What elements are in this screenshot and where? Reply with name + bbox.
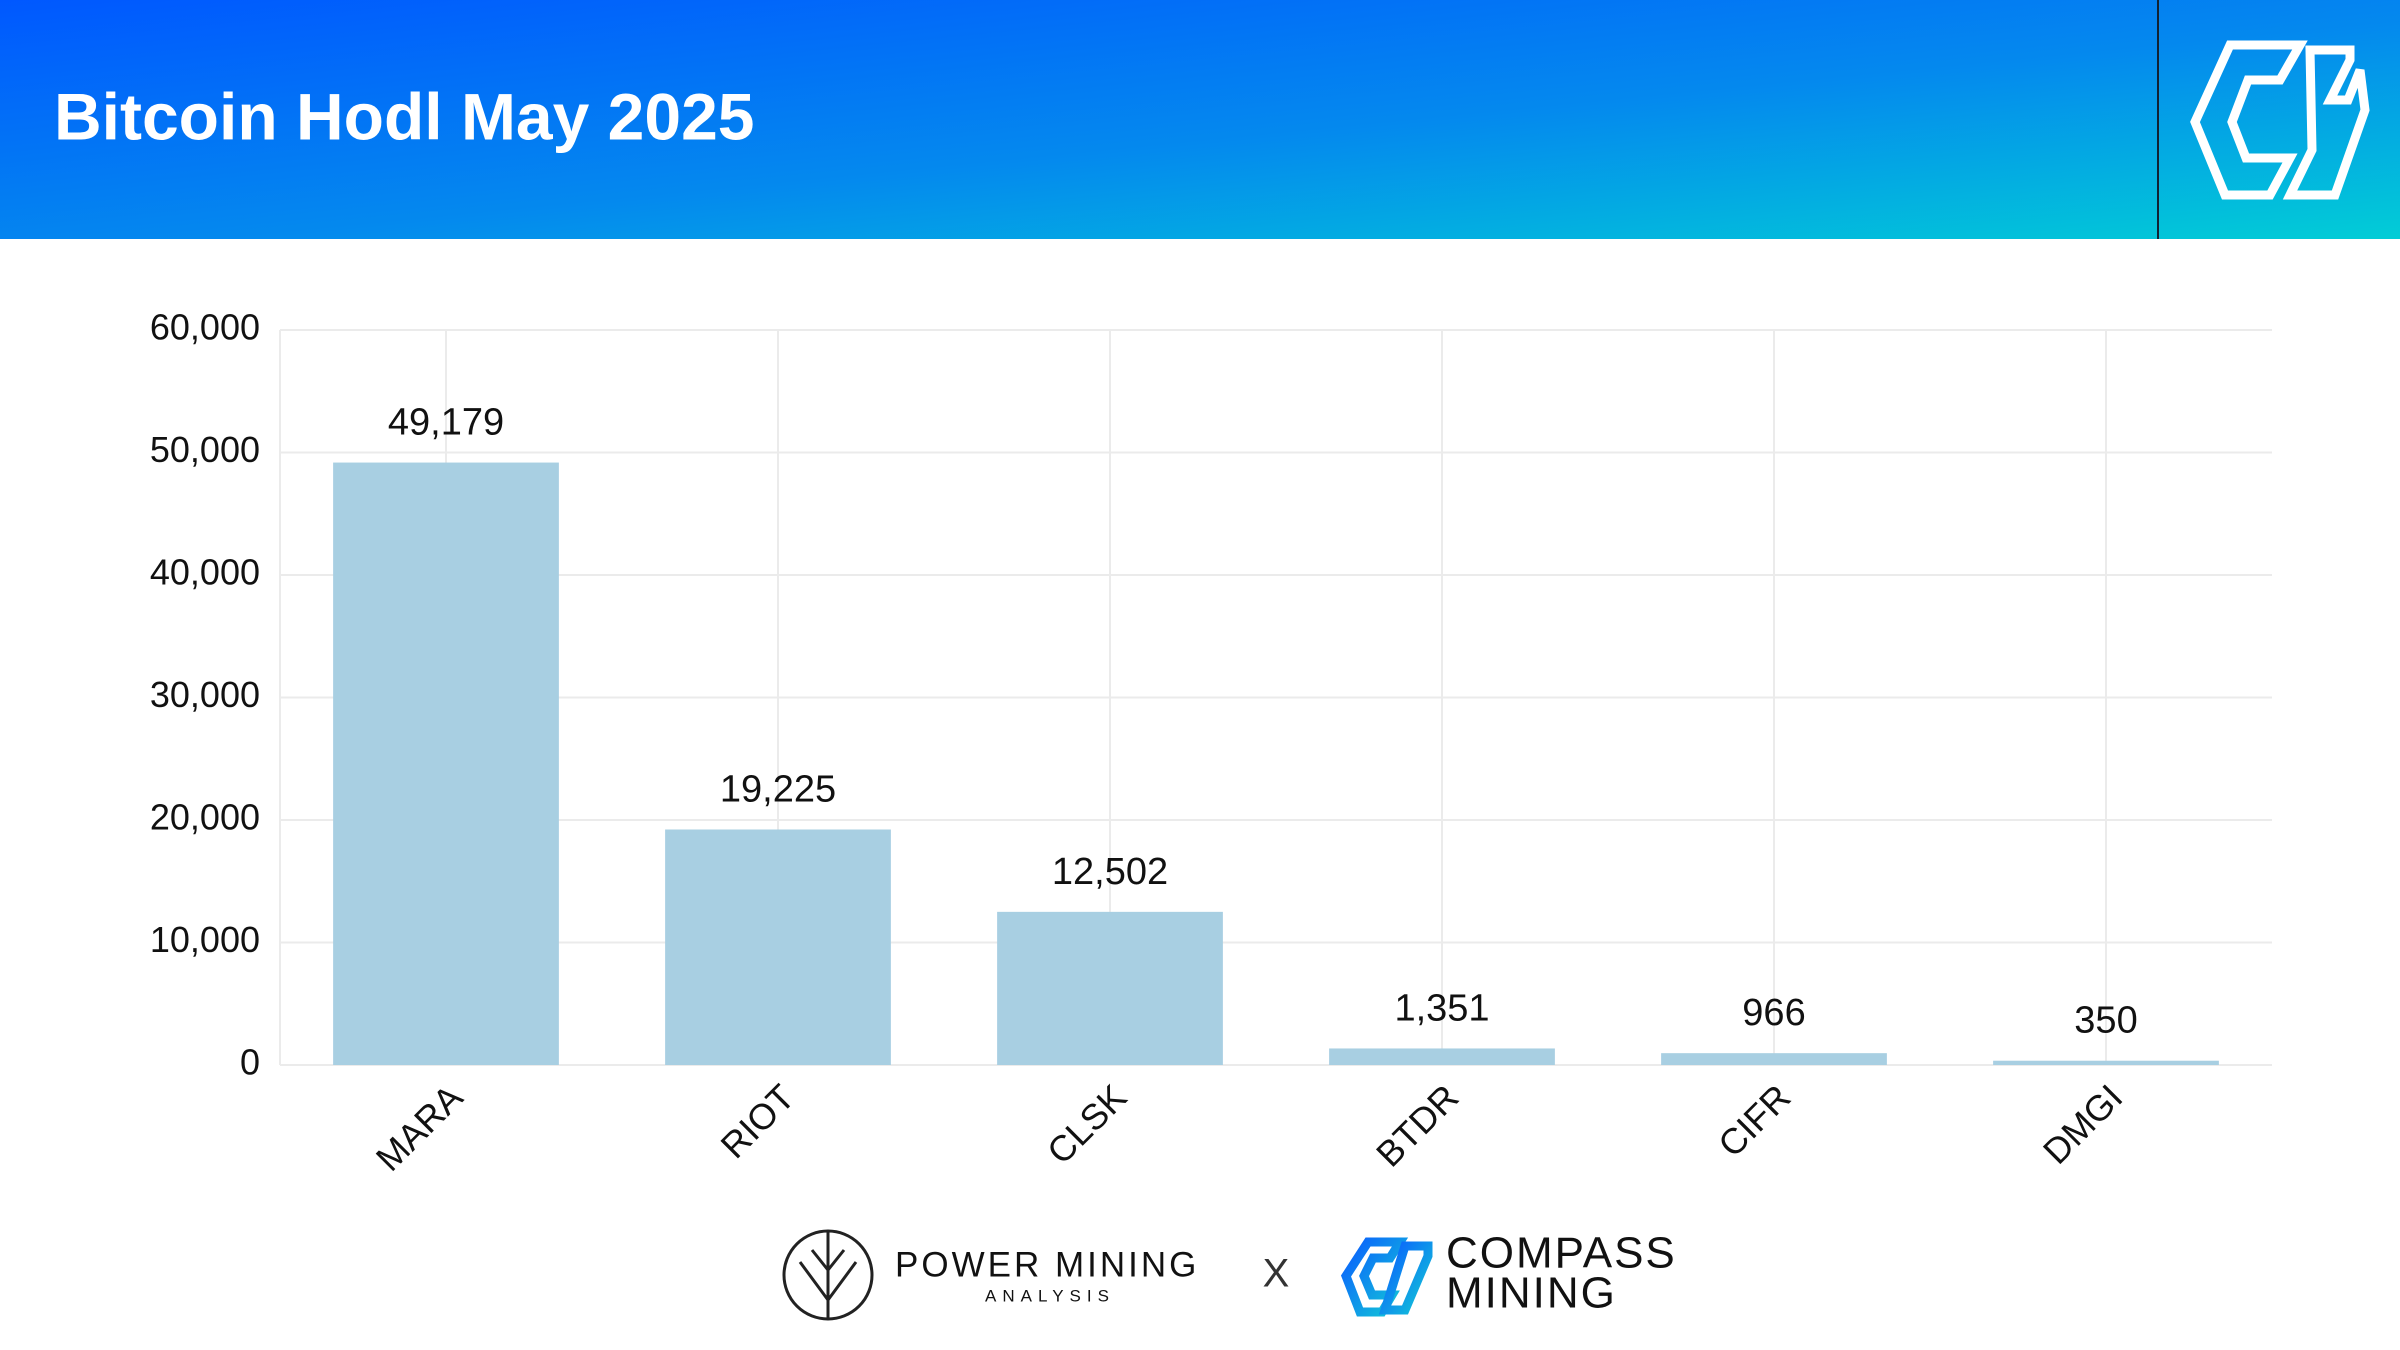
bar [333, 462, 559, 1065]
bar [1329, 1048, 1555, 1065]
brand-sub: ANALYSIS [985, 1286, 1115, 1305]
y-tick-label: 60,000 [150, 307, 260, 348]
data-label: 966 [1742, 992, 1805, 1034]
x-tick-label: MARA [368, 1076, 471, 1179]
y-tick-label: 40,000 [150, 552, 260, 593]
bar [1993, 1060, 2219, 1065]
x-tick-label: CLSK [1039, 1076, 1134, 1171]
brand-name: POWER MINING [895, 1245, 1199, 1284]
y-tick-label: 50,000 [150, 429, 260, 470]
compass-logo [1340, 1237, 1433, 1317]
brand2-line1: COMPASS [1446, 1229, 1677, 1278]
bar [1661, 1053, 1887, 1065]
x-tick-label: BTDR [1368, 1076, 1466, 1174]
data-label: 350 [2074, 1000, 2137, 1042]
header-logo [2190, 40, 2370, 200]
brand2-line2: MINING [1446, 1269, 1617, 1318]
x-tick-label: CIFR [1710, 1076, 1798, 1164]
separator: X [1263, 1252, 1290, 1296]
bar [997, 911, 1223, 1065]
lion-logo [782, 1229, 874, 1321]
header-bar [0, 0, 2400, 239]
y-tick-label: 20,000 [150, 797, 260, 838]
data-label: 49,179 [388, 402, 504, 444]
x-tick-label: RIOT [713, 1076, 803, 1166]
x-tick-label: DMGI [2035, 1076, 2130, 1171]
bar [665, 829, 891, 1065]
data-label: 19,225 [720, 769, 836, 811]
data-label: 12,502 [1052, 851, 1168, 893]
y-tick-label: 0 [240, 1042, 260, 1083]
chart-title: Bitcoin Hodl May 2025 [54, 79, 755, 153]
y-tick-label: 30,000 [150, 674, 260, 715]
y-tick-label: 10,000 [150, 919, 260, 960]
data-label: 1,351 [1394, 987, 1489, 1029]
